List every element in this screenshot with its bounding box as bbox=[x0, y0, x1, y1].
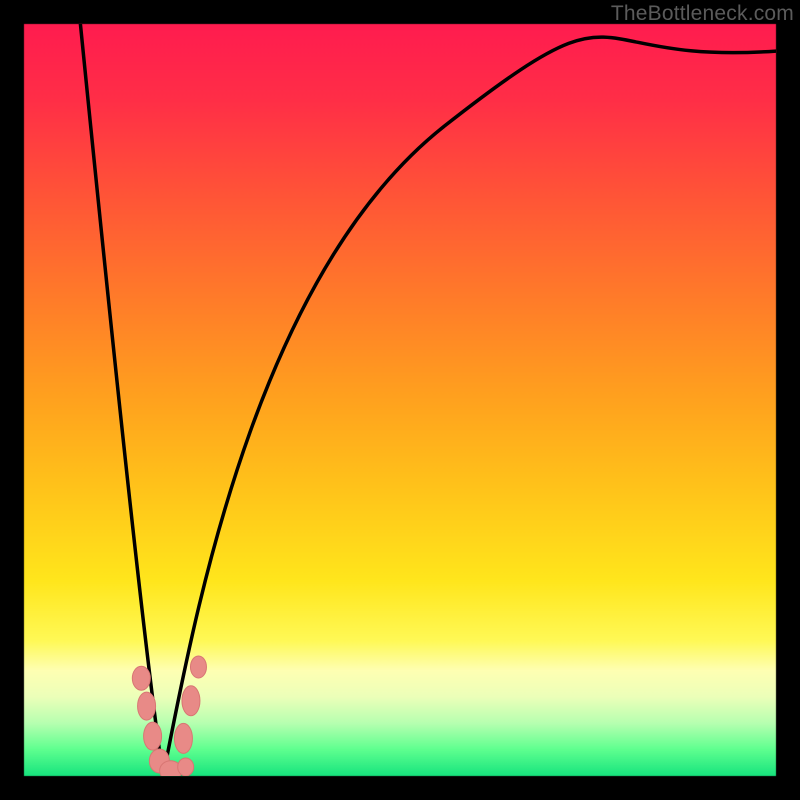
chart-overlay bbox=[0, 0, 800, 800]
chart-stage: TheBottleneck.com bbox=[0, 0, 800, 800]
marker-dot bbox=[138, 692, 156, 720]
bottleneck-curve bbox=[80, 24, 776, 776]
marker-dot bbox=[190, 656, 206, 678]
marker-cluster bbox=[132, 656, 206, 781]
marker-dot bbox=[174, 723, 192, 753]
marker-dot bbox=[178, 758, 194, 776]
attribution-label: TheBottleneck.com bbox=[611, 2, 794, 26]
marker-dot bbox=[182, 686, 200, 716]
marker-dot bbox=[132, 666, 150, 690]
marker-dot bbox=[144, 722, 162, 750]
